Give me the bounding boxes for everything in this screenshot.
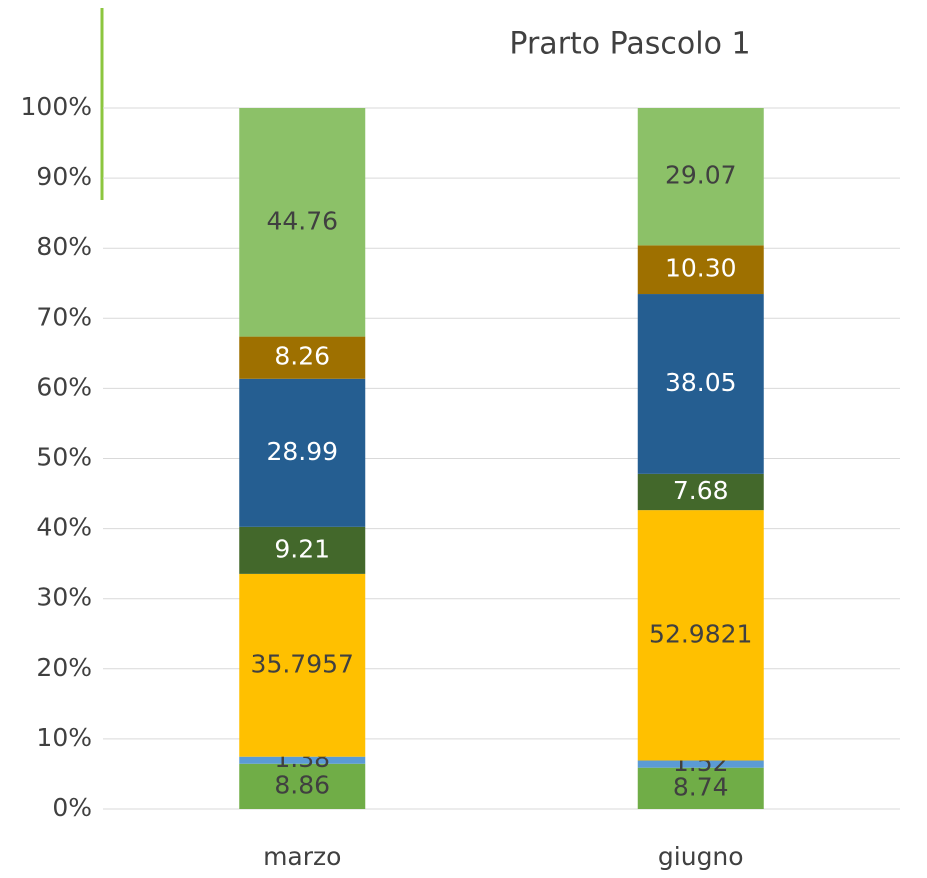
data-label: 10.30 [665, 254, 737, 283]
x-tick-label: giugno [658, 842, 744, 871]
bar-segment [239, 336, 366, 379]
y-tick-label: 80% [36, 232, 92, 261]
data-label: 8.74 [673, 772, 729, 801]
y-tick-label: 60% [36, 372, 92, 401]
bar-segment [239, 573, 366, 757]
data-label: 8.26 [274, 342, 330, 371]
bar-segment [637, 760, 764, 768]
x-tick-label: marzo [263, 842, 341, 871]
y-tick-label: 0% [52, 793, 92, 822]
data-label: 38.05 [665, 368, 737, 397]
data-label: 44.76 [266, 206, 338, 235]
data-label: 35.7957 [251, 649, 354, 678]
bar-segment [637, 108, 764, 246]
bar-segment [239, 526, 366, 574]
chart-title: Prarto Pascolo 1 [509, 27, 750, 62]
bar-segment [637, 245, 764, 295]
y-tick-label: 40% [36, 513, 92, 542]
data-label: 9.21 [274, 534, 330, 563]
y-tick-label: 20% [36, 653, 92, 682]
bar-segment [239, 756, 366, 764]
y-tick-label: 50% [36, 443, 92, 472]
y-tick-label: 100% [21, 92, 92, 121]
data-label: 29.07 [665, 161, 737, 190]
y-tick-label: 70% [36, 302, 92, 331]
bar-segment [637, 473, 764, 511]
data-label: 7.68 [673, 476, 729, 505]
data-label: 8.86 [274, 770, 330, 799]
bar-segment [637, 294, 764, 474]
bar-segment [239, 108, 366, 337]
data-label: 52.9821 [649, 619, 752, 648]
bar-segment [637, 767, 764, 809]
data-label: 28.99 [266, 437, 338, 466]
bar-segment [637, 510, 764, 761]
y-tick-label: 90% [36, 162, 92, 191]
y-tick-label: 10% [36, 723, 92, 752]
bar-segment [239, 378, 366, 527]
bar-segment [239, 763, 366, 809]
y-tick-label: 30% [36, 583, 92, 612]
